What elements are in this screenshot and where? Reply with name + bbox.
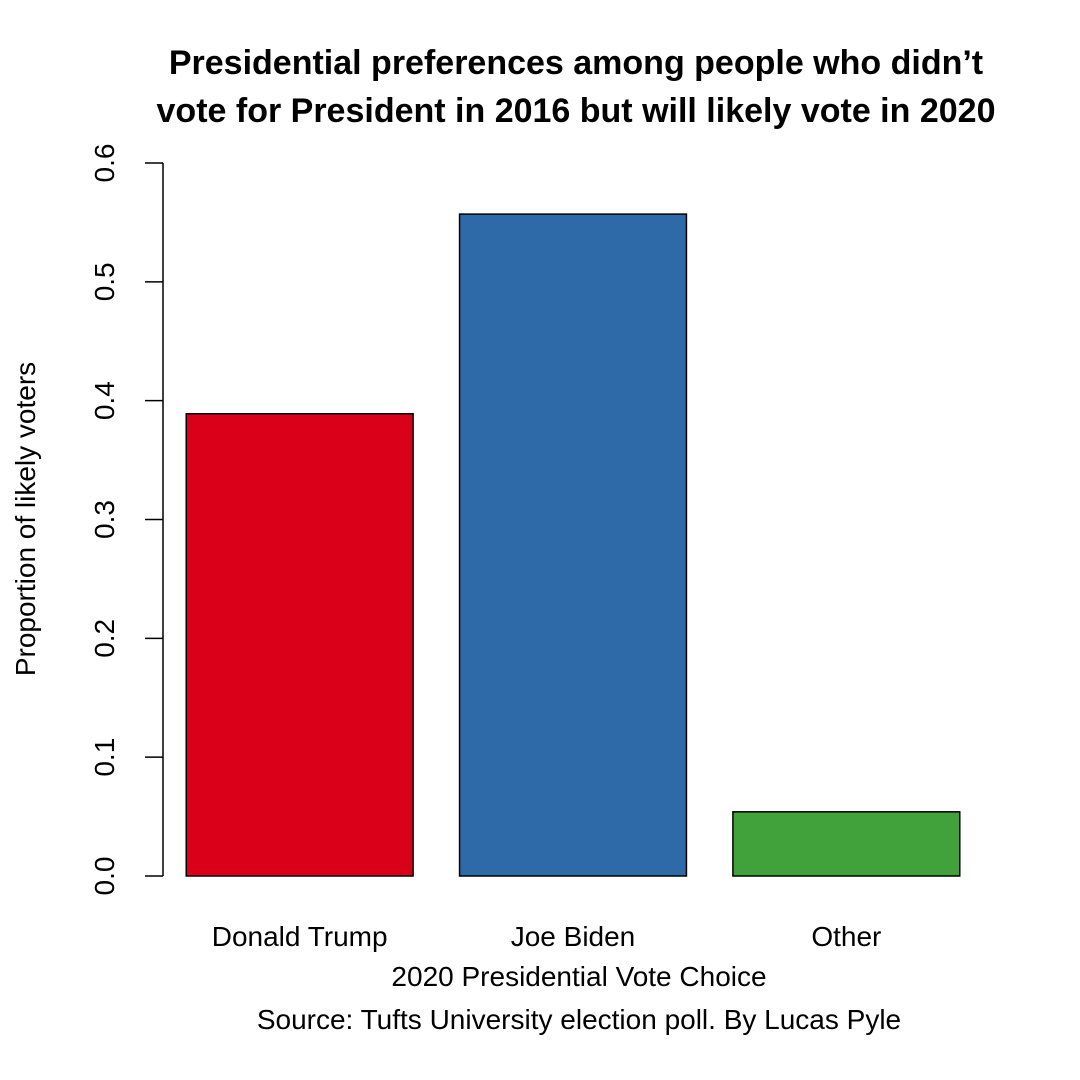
y-tick-label: 0.0: [89, 857, 120, 896]
chart-title-line-1: Presidential preferences among people wh…: [169, 44, 983, 82]
bar-donald-trump: [185, 412, 414, 877]
bars: [185, 213, 961, 877]
x-tick-label: Other: [811, 921, 881, 952]
x-tick-label: Joe Biden: [511, 921, 636, 952]
y-tick-label: 0.1: [89, 738, 120, 777]
chart-title-line-2: vote for President in 2016 but will like…: [157, 92, 996, 130]
y-tick-label: 0.5: [89, 262, 120, 301]
y-tick-label: 0.2: [89, 619, 120, 658]
bar-joe-biden: [458, 213, 688, 877]
bar-other: [732, 811, 961, 877]
x-tick-label: Donald Trump: [212, 921, 388, 952]
chart-source-caption: Source: Tufts University election poll. …: [257, 1004, 901, 1035]
y-axis-label: Proportion of likely voters: [10, 362, 41, 676]
y-axis: 0.0 0.1 0.2 0.3 0.4 0.5 0.6: [89, 144, 164, 896]
y-tick-label: 0.3: [89, 500, 120, 539]
y-tick-label: 0.6: [89, 144, 120, 183]
x-tick-labels: Donald Trump Joe Biden Other: [212, 921, 882, 952]
x-axis-label: 2020 Presidential Vote Choice: [391, 961, 766, 992]
y-tick-label: 0.4: [89, 381, 120, 420]
